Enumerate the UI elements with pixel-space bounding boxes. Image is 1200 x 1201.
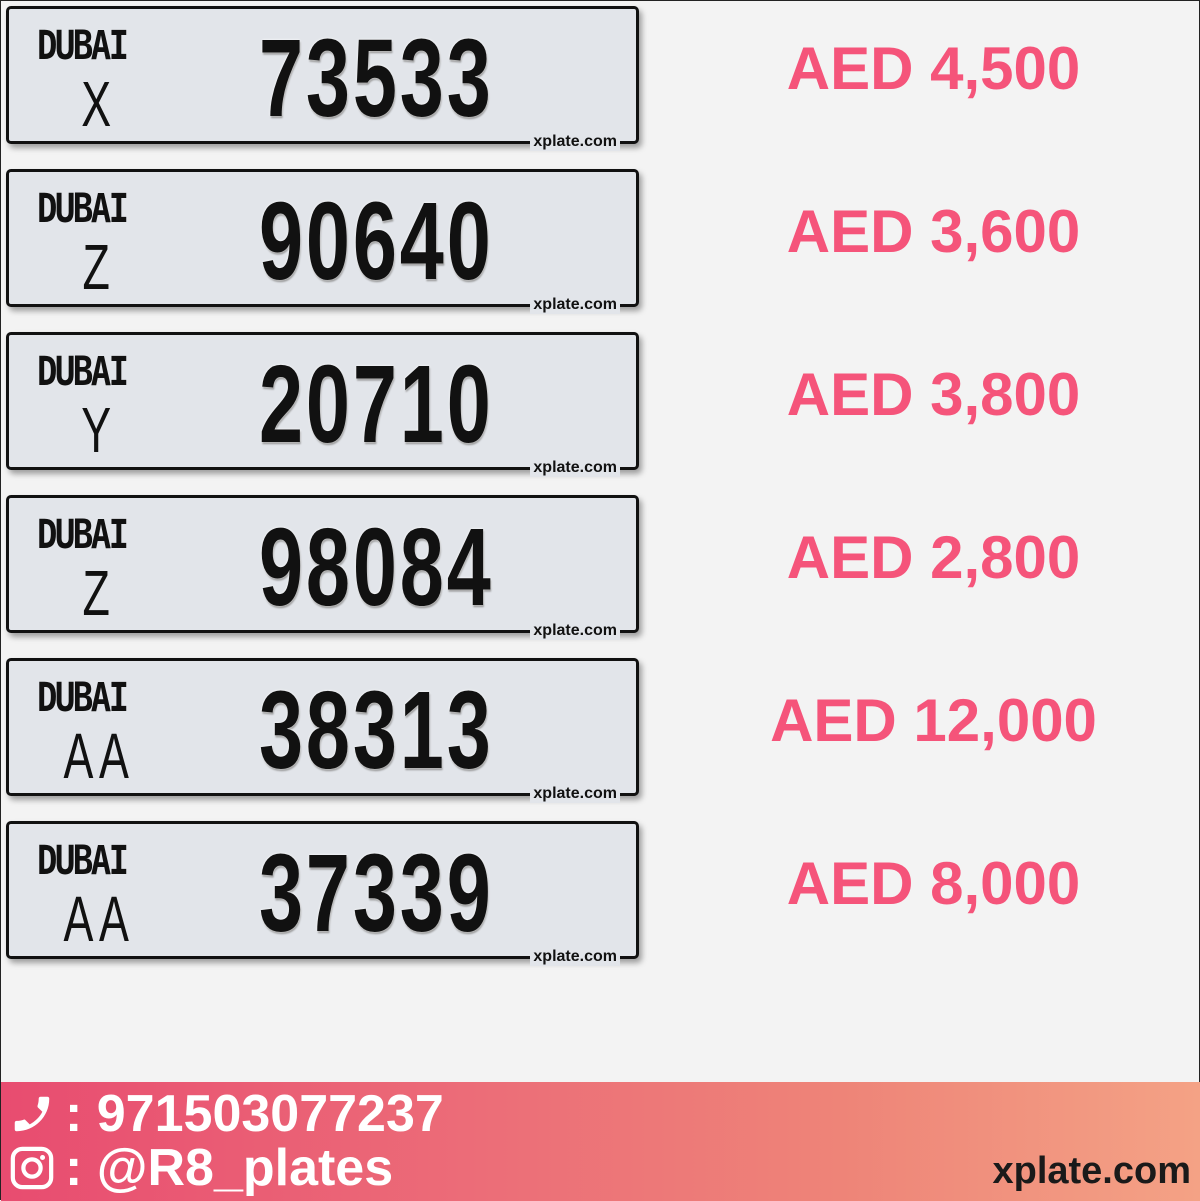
license-plate: DUBAI Z 90640 xplate.com	[6, 169, 639, 314]
instagram-handle[interactable]: : @R8_plates	[65, 1139, 394, 1197]
plate-watermark: xplate.com	[530, 622, 620, 640]
instagram-icon	[10, 1146, 54, 1190]
license-plate: DUBAI AA 37339 xplate.com	[6, 821, 639, 966]
plate-emirate: DUBAI	[37, 23, 129, 69]
plate-emirate: DUBAI	[37, 512, 129, 558]
plate-emirate: DUBAI	[37, 186, 129, 232]
license-plate: DUBAI Z 98084 xplate.com	[6, 495, 639, 640]
plate-watermark: xplate.com	[530, 133, 620, 151]
plate-number: 37339	[259, 832, 494, 955]
plate-number: 98084	[259, 506, 494, 629]
plate-code: Z	[82, 231, 116, 303]
plate-code: AA	[63, 720, 135, 792]
phone-icon	[14, 1096, 50, 1132]
plate-code: X	[81, 68, 117, 140]
phone-number[interactable]: : 971503077237	[65, 1085, 444, 1143]
plate-emirate: DUBAI	[37, 349, 129, 395]
plate-watermark: xplate.com	[530, 785, 620, 803]
plate-price: AED 4,500	[786, 35, 1081, 102]
plate-code: Z	[82, 557, 116, 629]
plate-price: AED 12,000	[770, 687, 1097, 754]
plate-price: AED 2,800	[786, 524, 1081, 591]
plate-price: AED 8,000	[786, 850, 1081, 917]
license-plate: DUBAI X 73533 xplate.com	[6, 6, 639, 151]
plate-emirate: DUBAI	[37, 675, 129, 721]
phone-line: : 971503077237	[9, 1084, 444, 1144]
license-plate: DUBAI AA 38313 xplate.com	[6, 658, 639, 803]
plate-watermark: xplate.com	[530, 948, 620, 966]
plate-number: 73533	[259, 17, 494, 140]
plate-number: 38313	[259, 669, 494, 792]
plate-number: 90640	[259, 180, 494, 303]
contact-footer: : 971503077237 : @R8_plates xplate.com	[1, 1082, 1200, 1201]
plate-code: AA	[63, 883, 135, 955]
plate-price: AED 3,800	[786, 361, 1081, 428]
instagram-line: : @R8_plates	[9, 1138, 393, 1198]
plate-watermark: xplate.com	[530, 459, 620, 477]
plate-number: 20710	[259, 343, 494, 466]
plate-emirate: DUBAI	[37, 838, 129, 884]
plate-price: AED 3,600	[786, 198, 1081, 265]
license-plate: DUBAI Y 20710 xplate.com	[6, 332, 639, 477]
plate-code: Y	[81, 394, 117, 466]
plate-watermark: xplate.com	[530, 296, 620, 314]
site-logo-text: xplate.com	[992, 1150, 1191, 1192]
